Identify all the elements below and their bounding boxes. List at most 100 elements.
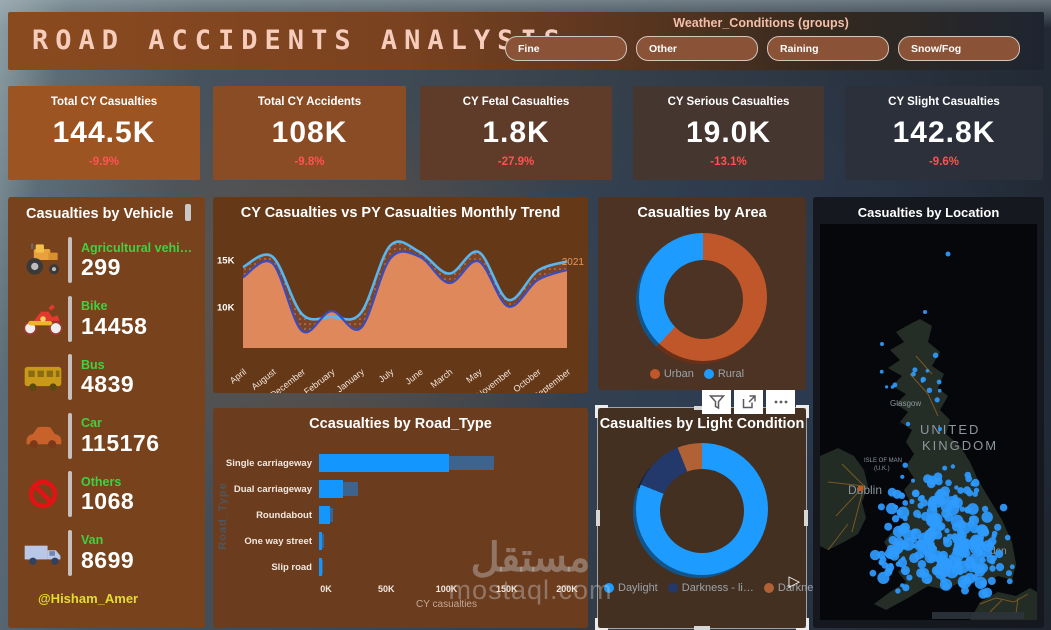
bar-row[interactable]: Dual carriageway xyxy=(223,476,576,502)
bar-cy[interactable] xyxy=(319,506,330,524)
location-bubble[interactable] xyxy=(933,566,941,574)
location-bubble[interactable] xyxy=(928,498,934,505)
location-bubble[interactable] xyxy=(1009,564,1015,570)
bar-row[interactable]: Slip road xyxy=(223,554,576,580)
location-bubble[interactable] xyxy=(924,551,937,564)
location-bubble[interactable] xyxy=(934,397,940,403)
location-bubble[interactable] xyxy=(900,583,905,588)
location-bubble[interactable] xyxy=(972,491,978,497)
selection-handle[interactable] xyxy=(796,618,809,630)
location-bubble[interactable] xyxy=(965,556,974,564)
uk-map[interactable]: Glasgow UNITED KINGDOM ISLE OF MAN (U.K.… xyxy=(820,224,1037,620)
more-options-icon[interactable] xyxy=(766,390,795,414)
location-bubble[interactable] xyxy=(991,533,997,539)
bar-row[interactable]: Roundabout xyxy=(223,502,576,528)
location-bubble[interactable] xyxy=(926,387,933,393)
vehicle-row[interactable]: Bus 4839 xyxy=(18,348,198,407)
selection-handle[interactable] xyxy=(804,510,808,526)
location-bubble[interactable] xyxy=(963,486,971,495)
kpi-card-total-casualties[interactable]: Total CY Casualties 144.5K -9.9% xyxy=(8,86,200,180)
legend-item[interactable]: Darkness - li… xyxy=(667,582,754,594)
location-bubble[interactable] xyxy=(954,549,960,556)
location-bubble[interactable] xyxy=(959,506,965,512)
location-bubble[interactable] xyxy=(937,388,942,393)
location-bubble[interactable] xyxy=(927,514,941,527)
location-bubble[interactable] xyxy=(900,565,910,576)
scrollbar-thumb[interactable] xyxy=(185,204,191,221)
location-bubble[interactable] xyxy=(926,527,936,537)
vehicle-row[interactable]: Bike 14458 xyxy=(18,290,198,349)
kpi-card-fatal-casualties[interactable]: CY Fetal Casualties 1.8K -27.9% xyxy=(420,86,612,180)
bar-row[interactable]: Single carriageway xyxy=(223,450,576,476)
location-bubble[interactable] xyxy=(974,566,986,577)
location-bubble[interactable] xyxy=(949,499,957,506)
selection-handle[interactable] xyxy=(595,405,608,418)
location-bubble[interactable] xyxy=(967,520,975,527)
location-bubble[interactable] xyxy=(989,558,996,565)
road-type-panel[interactable]: Ccasualties by Road_Type Road_Type Singl… xyxy=(213,408,588,628)
location-bubble[interactable] xyxy=(954,485,959,490)
vehicle-row[interactable]: Others 1068 xyxy=(18,465,198,524)
location-bubble[interactable] xyxy=(869,549,881,561)
location-bubble[interactable] xyxy=(885,385,889,389)
weather-filter-button-snow-fog[interactable]: Snow/Fog xyxy=(898,36,1020,61)
location-bubble[interactable] xyxy=(920,499,928,507)
location-bubble[interactable] xyxy=(942,465,948,471)
location-bubble[interactable] xyxy=(925,369,930,373)
location-bubble[interactable] xyxy=(945,479,952,487)
location-bubble[interactable] xyxy=(927,475,938,486)
location-bubble[interactable] xyxy=(909,498,915,505)
selection-handle[interactable] xyxy=(595,618,608,630)
location-bubble[interactable] xyxy=(938,489,946,497)
location-bubble[interactable] xyxy=(981,505,989,513)
location-bubble[interactable] xyxy=(957,528,965,536)
location-bubble[interactable] xyxy=(938,565,951,578)
location-bubble[interactable] xyxy=(877,503,885,511)
location-bubble[interactable] xyxy=(957,487,965,494)
filter-icon[interactable] xyxy=(702,390,731,414)
weather-filter-button-fine[interactable]: Fine xyxy=(505,36,627,61)
location-bubble[interactable] xyxy=(884,522,893,531)
location-bubble[interactable] xyxy=(989,565,996,572)
location-bubble[interactable] xyxy=(980,528,990,537)
location-bubble[interactable] xyxy=(927,543,937,553)
area-donut-chart[interactable] xyxy=(636,233,767,364)
weather-filter-button-raining[interactable]: Raining xyxy=(767,36,889,61)
location-bubble[interactable] xyxy=(892,489,902,499)
location-bubble[interactable] xyxy=(965,475,973,483)
location-bubble[interactable] xyxy=(941,508,951,519)
location-bubble[interactable] xyxy=(912,367,918,373)
location-bubble[interactable] xyxy=(917,560,927,569)
location-bubble[interactable] xyxy=(976,550,986,560)
location-bubble[interactable] xyxy=(932,352,939,359)
location-bubble[interactable] xyxy=(888,563,894,568)
location-bubble[interactable] xyxy=(995,563,1005,572)
location-bubble[interactable] xyxy=(981,511,993,523)
location-bubble[interactable] xyxy=(919,553,925,559)
location-bubble[interactable] xyxy=(902,462,908,468)
location-bubble[interactable] xyxy=(961,575,971,585)
location-bubble[interactable] xyxy=(938,427,942,431)
location-bubble[interactable] xyxy=(892,540,900,548)
location-bubble[interactable] xyxy=(879,369,884,374)
vehicle-row[interactable]: Car 115176 xyxy=(18,407,198,466)
location-bubble[interactable] xyxy=(913,509,921,518)
location-bubble[interactable] xyxy=(892,382,898,388)
location-bubble[interactable] xyxy=(911,489,920,498)
bar-chart[interactable]: Single carriageway Dual carriageway Rounda… xyxy=(223,450,576,580)
location-bubble[interactable] xyxy=(877,550,886,560)
location-bubble[interactable] xyxy=(920,511,930,521)
location-bubble[interactable] xyxy=(896,509,903,516)
kpi-card-slight-casualties[interactable]: CY Slight Casualties 142.8K -9.6% xyxy=(845,86,1043,180)
weather-filter-button-other[interactable]: Other xyxy=(636,36,758,61)
location-bubble[interactable] xyxy=(971,561,977,567)
location-bubble[interactable] xyxy=(943,538,953,548)
location-bubble[interactable] xyxy=(951,533,959,541)
location-bubble[interactable] xyxy=(937,497,946,506)
selection-handle[interactable] xyxy=(596,510,600,526)
vehicle-row[interactable]: Van 8699 xyxy=(18,524,198,583)
location-bubble[interactable] xyxy=(895,561,901,567)
location-bubble[interactable] xyxy=(980,580,987,588)
legend-item[interactable]: Rural xyxy=(703,368,744,380)
location-bubble[interactable] xyxy=(957,569,964,576)
